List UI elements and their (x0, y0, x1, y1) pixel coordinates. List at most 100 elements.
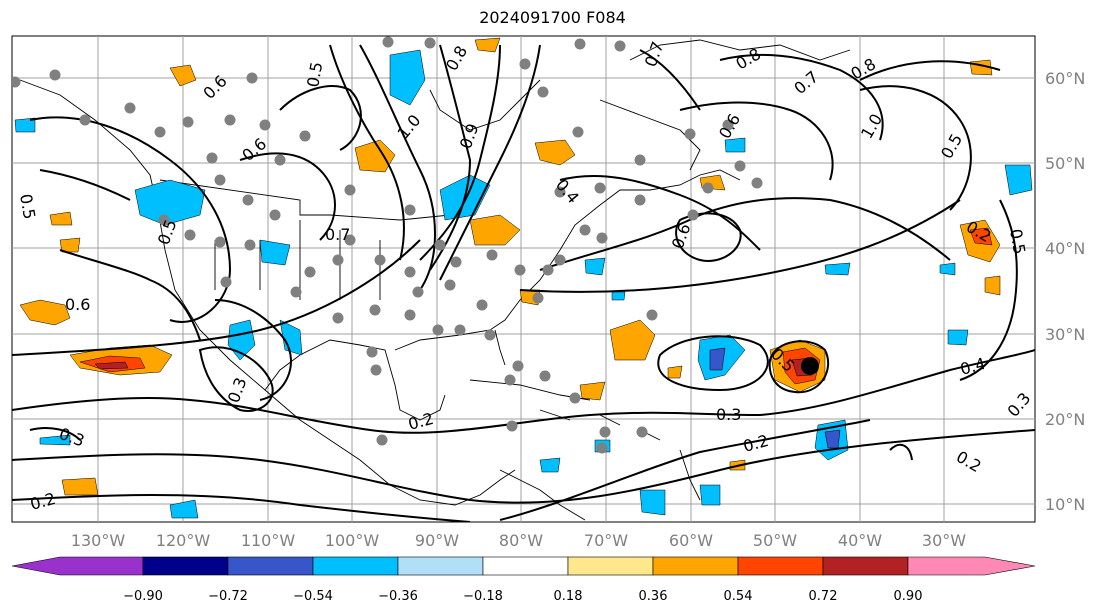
colorbar-segment (397, 556, 484, 576)
station-marker (519, 58, 531, 70)
lon-label: 40°W (838, 531, 882, 550)
station-marker (512, 360, 524, 372)
station-marker (332, 312, 344, 324)
colorbar-segment (227, 556, 314, 576)
station-marker (374, 254, 386, 266)
station-marker (424, 37, 436, 49)
station-marker (504, 374, 516, 386)
station-marker (476, 299, 488, 311)
station-marker (751, 177, 763, 189)
station-marker (382, 36, 394, 48)
station-marker (687, 209, 699, 221)
lon-label: 100°W (325, 531, 380, 550)
station-marker (554, 254, 566, 266)
colorbar-segment (11, 556, 144, 576)
station-marker (158, 214, 170, 226)
colorbar-segment (737, 556, 824, 576)
graticule (12, 36, 1035, 522)
station-marker (702, 182, 714, 194)
lat-label: 40°N (1045, 239, 1085, 258)
lat-label: 30°N (1045, 325, 1085, 344)
station-marker (259, 119, 271, 131)
station-marker (599, 426, 611, 438)
lon-label: 60°W (669, 531, 713, 550)
station-marker (370, 364, 382, 376)
station-marker (49, 69, 61, 81)
colorbar-segment (482, 556, 569, 576)
station-marker (722, 119, 734, 131)
station-marker (124, 102, 136, 114)
longitude-labels: 130°W 120°W 110°W 100°W 90°W 80°W 70°W 6… (71, 531, 966, 550)
station-marker (274, 154, 286, 166)
lon-label: 80°W (499, 531, 543, 550)
colorbar-tick-label: 0.54 (724, 589, 753, 604)
station-marker (304, 266, 316, 278)
colorbar-tick-label: 0.72 (809, 589, 838, 604)
station-marker (344, 184, 356, 196)
station-marker (242, 194, 254, 206)
station-marker (299, 130, 311, 142)
station-marker (214, 236, 226, 248)
station-marker (454, 324, 466, 336)
station-marker (154, 126, 166, 138)
station-marker (244, 239, 256, 251)
station-marker (684, 128, 696, 140)
lon-label: 70°W (584, 531, 628, 550)
station-marker (486, 249, 498, 261)
station-marker (184, 229, 196, 241)
colorbar-segment (312, 556, 399, 576)
station-marker (182, 116, 194, 128)
colorbar-tick-label: −0.54 (293, 589, 333, 604)
lon-label: 130°W (71, 531, 126, 550)
station-marker (376, 434, 388, 446)
station-marker (366, 346, 378, 358)
colorbar-segment (822, 556, 909, 576)
station-marker (594, 182, 606, 194)
station-marker (220, 276, 232, 288)
lat-label: 20°N (1045, 410, 1085, 429)
station-marker (554, 186, 566, 198)
lon-label: 120°W (156, 531, 211, 550)
colorbar-tick-label: −0.90 (123, 589, 163, 604)
station-marker (532, 292, 544, 304)
station-marker (412, 286, 424, 298)
station-marker (734, 160, 746, 172)
station-marker (206, 152, 218, 164)
lat-label: 10°N (1045, 495, 1085, 514)
station-marker (269, 209, 281, 221)
station-marker (444, 279, 456, 291)
map-title: 2024091700 F084 (479, 8, 626, 27)
station-marker (646, 309, 658, 321)
lat-label: 60°N (1045, 69, 1085, 88)
colorbar-tick-label: 0.18 (554, 589, 583, 604)
station-marker (506, 420, 518, 432)
station-marker (369, 304, 381, 316)
station-marker (572, 126, 584, 138)
station-marker (596, 232, 608, 244)
colorbar-segment (652, 556, 739, 576)
contour-label: 0.5 (1006, 227, 1029, 255)
station-marker (614, 40, 626, 52)
observation-stations (12, 36, 763, 454)
lon-label: 90°W (415, 531, 459, 550)
colorbar-tick-label: −0.36 (378, 589, 418, 604)
colorbar-segment (142, 556, 229, 576)
colorbar (11, 556, 1036, 576)
storm-center-marker (801, 357, 819, 375)
colorbar-tick-label: −0.72 (208, 589, 248, 604)
station-marker (634, 194, 646, 206)
contour-label: 0.6 (65, 295, 90, 314)
station-marker (434, 239, 446, 251)
colorbar-tick-label: 0.36 (639, 589, 668, 604)
station-marker (79, 114, 91, 126)
latitude-labels: 60°N 50°N 40°N 30°N 20°N 10°N (1045, 69, 1085, 514)
station-marker (404, 204, 416, 216)
station-marker (290, 286, 302, 298)
station-marker (12, 76, 21, 88)
contour-label: 0.5 (303, 60, 326, 88)
station-marker (569, 392, 581, 404)
colorbar-segment (907, 556, 1036, 576)
contour-label: 0.5 (16, 192, 39, 220)
station-marker (432, 324, 444, 336)
station-marker (404, 266, 416, 278)
